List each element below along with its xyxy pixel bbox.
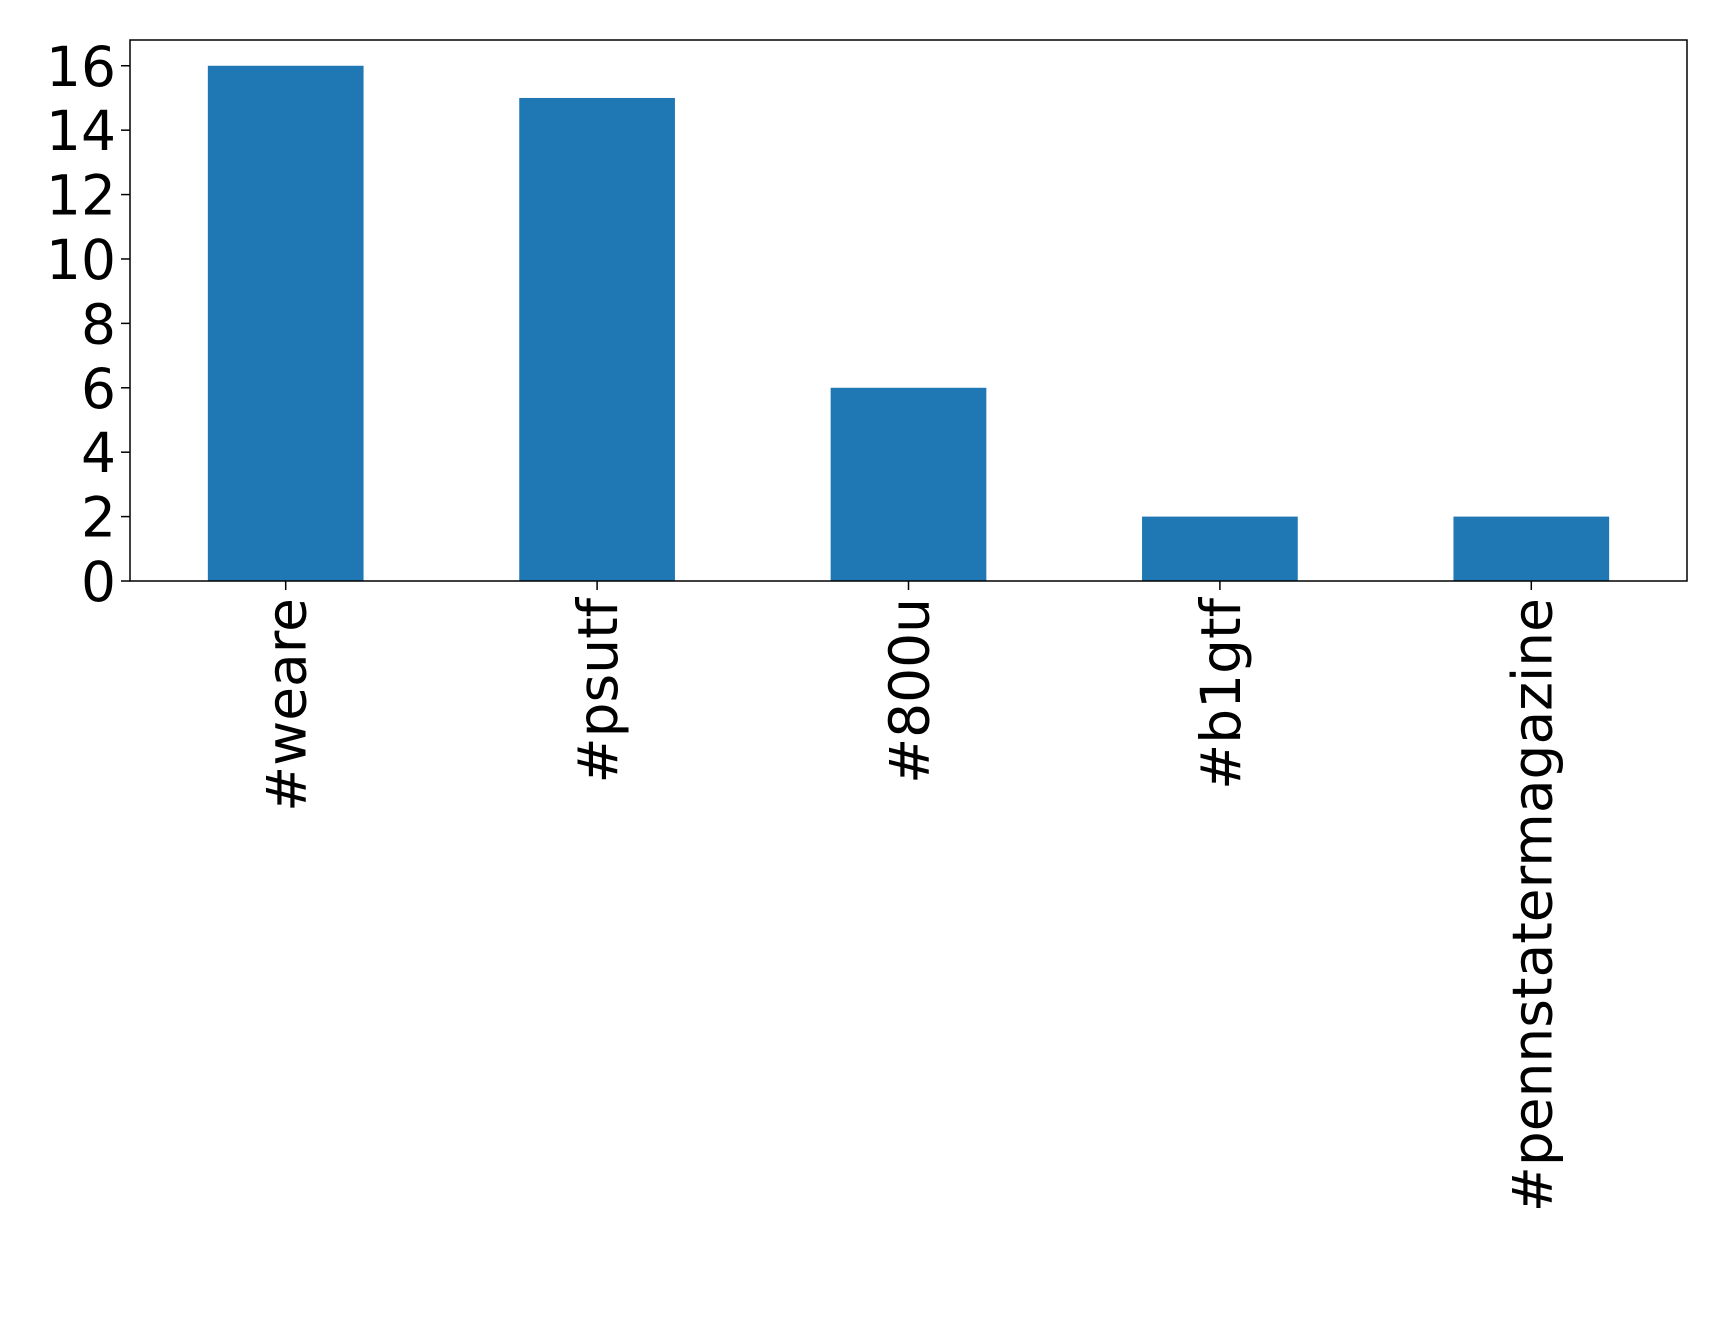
plot-frame bbox=[129, 39, 1688, 582]
y-tick-label: 8 bbox=[81, 292, 116, 356]
y-tick-label: 2 bbox=[81, 486, 116, 550]
y-tick-label: 4 bbox=[81, 421, 116, 485]
bar bbox=[1142, 516, 1298, 581]
bar bbox=[519, 97, 675, 581]
x-tick-label: #pennstatermagazine bbox=[1500, 598, 1564, 1212]
x-tick-label: #800u bbox=[878, 598, 942, 784]
y-tick-label: 0 bbox=[81, 550, 116, 614]
y-tick-label: 16 bbox=[46, 35, 116, 99]
bar bbox=[207, 65, 364, 581]
y-tick-label: 6 bbox=[81, 357, 116, 421]
y-tick-label: 12 bbox=[46, 164, 116, 228]
bar bbox=[830, 387, 987, 581]
x-tick-label: #b1gtf bbox=[1189, 596, 1253, 789]
y-tick-label: 10 bbox=[46, 228, 116, 292]
y-tick-label: 14 bbox=[46, 99, 116, 163]
x-tick-label: #weare bbox=[255, 598, 319, 812]
bar bbox=[1453, 516, 1610, 581]
x-tick-label: #psutf bbox=[566, 596, 630, 783]
